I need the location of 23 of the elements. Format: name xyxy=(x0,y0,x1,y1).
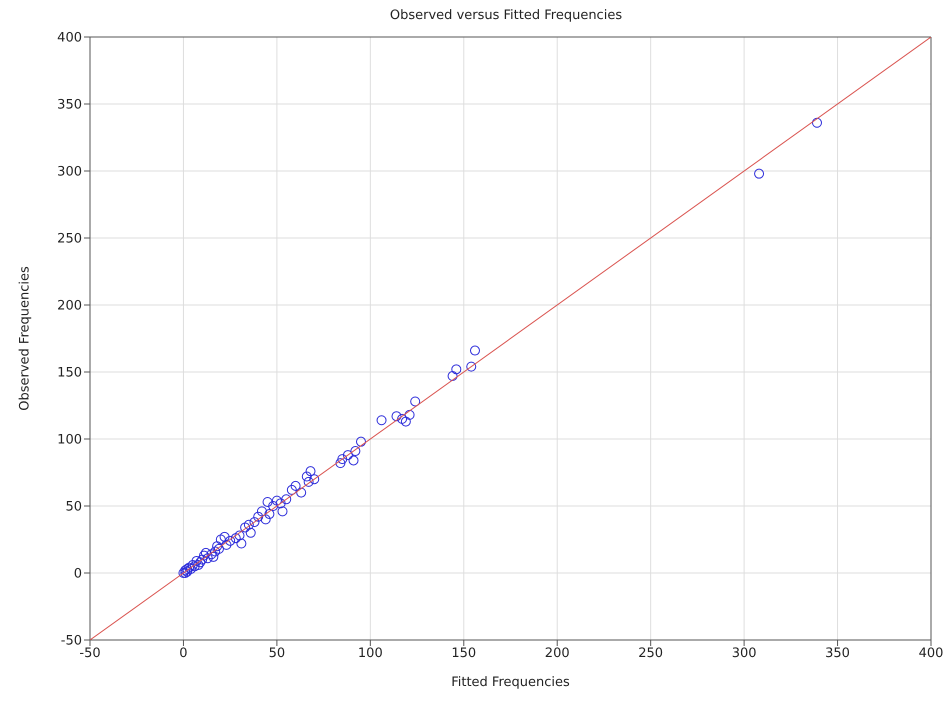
y-tick-label: 100 xyxy=(57,432,82,448)
x-tick-label: 150 xyxy=(451,646,476,662)
x-tick-label: 100 xyxy=(358,646,383,662)
y-tick-label: 0 xyxy=(74,566,82,582)
x-tick-label: 200 xyxy=(544,646,570,662)
x-axis-title: Fitted Frequencies xyxy=(451,675,570,690)
x-tick-label: 250 xyxy=(638,646,664,662)
y-tick-label: 400 xyxy=(57,30,82,46)
chart-title: Observed versus Fitted Frequencies xyxy=(388,8,624,25)
x-tick-label: 400 xyxy=(918,646,944,662)
x-tick-label: 300 xyxy=(732,646,757,662)
x-tick-label: 0 xyxy=(179,646,188,662)
y-tick-label: 350 xyxy=(57,98,82,113)
y-tick-label: -50 xyxy=(60,634,82,649)
y-tick-label: 150 xyxy=(57,366,82,381)
y-tick-label: 50 xyxy=(65,500,82,515)
y-tick-label: 300 xyxy=(57,164,82,180)
y-tick-label: 200 xyxy=(57,298,82,314)
x-tick-label: -50 xyxy=(79,646,101,662)
x-tick-label: 50 xyxy=(268,646,286,662)
x-tick-label: 350 xyxy=(825,646,850,662)
y-axis-title: Observed Frequencies xyxy=(18,266,33,411)
y-tick-label: 250 xyxy=(57,232,82,247)
